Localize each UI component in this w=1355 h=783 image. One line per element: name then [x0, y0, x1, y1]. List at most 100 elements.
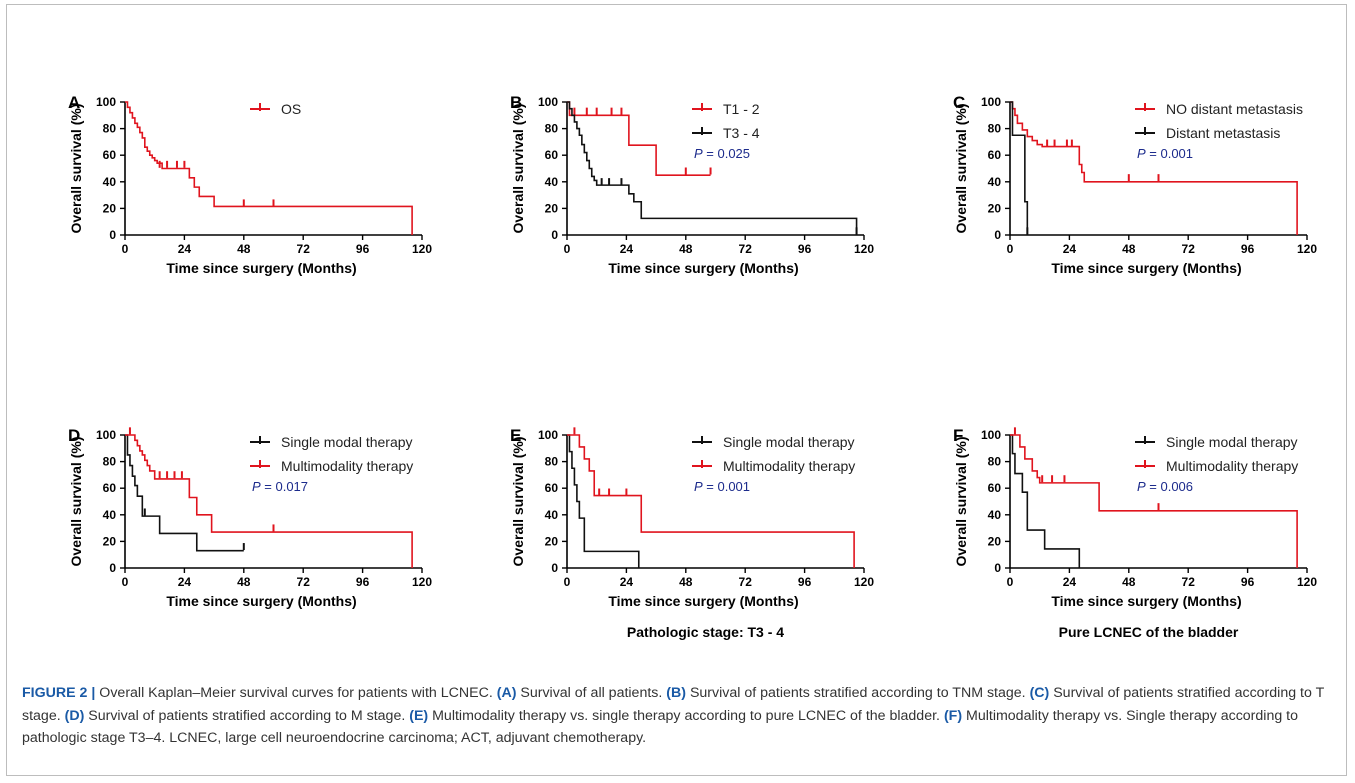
caption-tag-a: (A): [496, 685, 517, 701]
x-tick-label: 0: [564, 242, 571, 256]
y-tick-label: 60: [988, 481, 1002, 495]
x-tick-label: 0: [1007, 242, 1014, 256]
p-value-label: P = 0.001: [1137, 146, 1193, 161]
y-tick-label: 20: [545, 534, 559, 548]
panel-f: F 0 24 48 72 96 120 0 20 40 60 80 100 Time since surg…: [953, 426, 1317, 640]
survival-curve-red: [1010, 101, 1298, 235]
caption-tag-e: (E): [409, 707, 429, 724]
x-axis-title: Time since surgery (Months): [608, 593, 798, 609]
legend-label: Distant metastasis: [1166, 125, 1280, 141]
legend-label: T3 - 4: [723, 125, 760, 141]
y-tick-label: 100: [538, 95, 558, 109]
legend-label: T1 - 2: [723, 101, 760, 117]
legend-label: Multimodality therapy: [281, 458, 413, 474]
y-tick-label: 0: [109, 228, 116, 242]
y-tick-label: 0: [551, 228, 558, 242]
panel-c: C 0 24 48 72 96 120 0 20 40 60 80 100 Time since surg…: [953, 93, 1317, 276]
x-axis-title: Time since surgery (Months): [166, 593, 356, 609]
survival-curve-black: [567, 434, 640, 568]
y-tick-label: 80: [988, 122, 1002, 136]
x-tick-label: 24: [178, 242, 192, 256]
y-tick-label: 40: [988, 508, 1002, 522]
caption-text-b: Survival of patients stratified accordin…: [689, 685, 1026, 701]
panel-b: B 0 24 48 72 96 120 0 20 40 60 80 100 Time since surg…: [510, 93, 874, 276]
y-tick-label: 80: [103, 455, 117, 469]
panel-label: B: [510, 93, 522, 112]
x-tick-label: 120: [412, 242, 432, 256]
x-tick-label: 48: [1122, 242, 1136, 256]
caption-intro: Overall Kaplan–Meier survival curves for…: [99, 685, 493, 701]
x-tick-label: 120: [1297, 242, 1317, 256]
x-tick-label: 24: [620, 575, 634, 589]
y-axis-title: Overall survival (%): [510, 437, 526, 567]
panel-subtitle: Pathologic stage: T3 - 4: [627, 624, 784, 640]
y-tick-label: 20: [545, 201, 559, 215]
y-tick-label: 0: [109, 561, 116, 575]
y-axis-title: Overall survival (%): [68, 437, 84, 567]
x-tick-label: 96: [356, 575, 370, 589]
x-tick-label: 72: [1182, 575, 1196, 589]
y-tick-label: 80: [103, 122, 117, 136]
x-tick-label: 48: [679, 242, 693, 256]
y-tick-label: 0: [994, 561, 1001, 575]
y-axis-title: Overall survival (%): [953, 437, 969, 567]
panel-label: E: [510, 426, 521, 445]
x-tick-label: 0: [122, 242, 129, 256]
x-tick-label: 96: [798, 575, 812, 589]
p-value-label: P = 0.025: [694, 146, 750, 161]
y-axis-title: Overall survival (%): [510, 104, 526, 234]
y-tick-label: 100: [981, 95, 1001, 109]
y-tick-label: 60: [545, 481, 559, 495]
x-tick-label: 24: [1063, 575, 1077, 589]
x-tick-label: 120: [854, 575, 874, 589]
legend-label: Single modal therapy: [281, 434, 413, 450]
legend-label: Multimodality therapy: [1166, 458, 1298, 474]
caption-text-d: Survival of patients stratified accordin…: [88, 707, 406, 724]
survival-curve-black: [125, 434, 244, 552]
y-tick-label: 40: [103, 175, 117, 189]
y-tick-label: 20: [103, 201, 117, 215]
y-axis-title: Overall survival (%): [68, 104, 84, 234]
legend-label: NO distant metastasis: [1166, 101, 1303, 117]
x-tick-label: 96: [356, 242, 370, 256]
x-axis-title: Time since surgery (Months): [608, 260, 798, 276]
x-tick-label: 96: [1241, 575, 1255, 589]
p-value-label: P = 0.017: [252, 479, 308, 494]
y-tick-label: 100: [96, 95, 116, 109]
panel-e: E 0 24 48 72 96 120 0 20 40 60 80 100 Time since surg…: [510, 426, 874, 640]
survival-curve-black: [567, 101, 858, 235]
caption-tag-c: (C): [1029, 685, 1050, 701]
x-tick-label: 72: [739, 575, 753, 589]
y-tick-label: 40: [103, 508, 117, 522]
caption-text-c: Survival of patients stratified accordin…: [22, 685, 1324, 724]
x-tick-label: 24: [1063, 242, 1077, 256]
panel-label: C: [953, 93, 965, 112]
x-axis-title: Time since surgery (Months): [1051, 593, 1241, 609]
x-tick-label: 24: [178, 575, 192, 589]
survival-curve-red: [125, 101, 413, 235]
y-tick-label: 100: [538, 428, 558, 442]
y-tick-label: 0: [551, 561, 558, 575]
y-tick-label: 0: [994, 228, 1001, 242]
panel-subtitle: Pure LCNEC of the bladder: [1059, 624, 1239, 640]
y-tick-label: 20: [103, 534, 117, 548]
y-tick-label: 80: [545, 455, 559, 469]
x-tick-label: 48: [679, 575, 693, 589]
survival-curve-red: [125, 434, 413, 568]
caption-tag-f: (F): [943, 707, 963, 724]
panel-d: D 0 24 48 72 96 120 0 20 40 60 80 100 Time since surg…: [68, 426, 432, 609]
y-tick-label: 20: [988, 534, 1002, 548]
figure-frame: [6, 4, 1347, 776]
legend-label: Single modal therapy: [723, 434, 855, 450]
y-axis-title: Overall survival (%): [953, 104, 969, 234]
x-tick-label: 24: [620, 242, 634, 256]
km-chart-grid: A 0 24 48 72 96 120 0 20 40 60 80 100 Time since surg…: [68, 93, 1317, 640]
x-axis-title: Time since surgery (Months): [1051, 260, 1241, 276]
caption-text-a: Survival of all patients.: [520, 685, 663, 701]
panel-label: D: [68, 426, 80, 445]
y-tick-label: 60: [545, 148, 559, 162]
p-value-label: P = 0.001: [694, 479, 750, 494]
x-tick-label: 0: [1007, 575, 1014, 589]
x-tick-label: 48: [1122, 575, 1136, 589]
x-tick-label: 120: [412, 575, 432, 589]
